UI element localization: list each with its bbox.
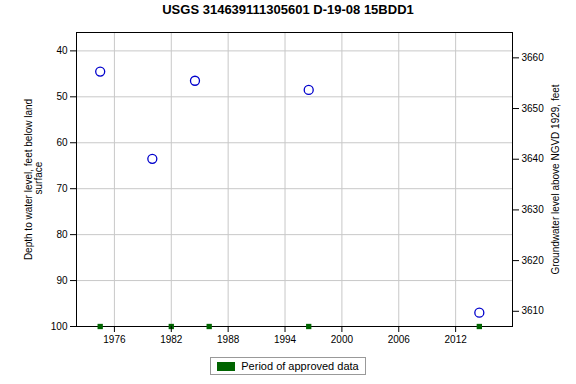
svg-text:1994: 1994: [274, 334, 297, 345]
svg-text:1988: 1988: [217, 334, 240, 345]
svg-text:50: 50: [56, 91, 68, 102]
svg-text:80: 80: [56, 229, 68, 240]
svg-text:2000: 2000: [331, 334, 354, 345]
svg-text:1982: 1982: [160, 334, 183, 345]
svg-text:3660: 3660: [522, 52, 545, 63]
html-text:Period of approved data: Period of approved data: [241, 360, 359, 372]
svg-text:2006: 2006: [388, 334, 411, 345]
svg-text:Depth to water level, feet bel: Depth to water level, feet below land su…: [23, 99, 44, 260]
svg-text:60: 60: [56, 137, 68, 148]
svg-text:40: 40: [56, 45, 68, 56]
svg-text:2012: 2012: [445, 334, 468, 345]
html-text:USGS 314639111305601 D-19-08 1: USGS 314639111305601 D-19-08 15BDD1: [162, 2, 414, 17]
svg-text:100: 100: [51, 321, 68, 332]
svg-text:70: 70: [56, 183, 68, 194]
svg-text:3630: 3630: [522, 204, 545, 215]
svg-text:1976: 1976: [103, 334, 126, 345]
svg-text:Groundwater level above NGVD 1: Groundwater level above NGVD 1929, feet: [550, 84, 561, 274]
svg-text:3650: 3650: [522, 103, 545, 114]
svg-text:3640: 3640: [522, 153, 545, 164]
svg-text:3610: 3610: [522, 305, 545, 316]
svg-text:3620: 3620: [522, 255, 545, 266]
svg-text:90: 90: [56, 275, 68, 286]
